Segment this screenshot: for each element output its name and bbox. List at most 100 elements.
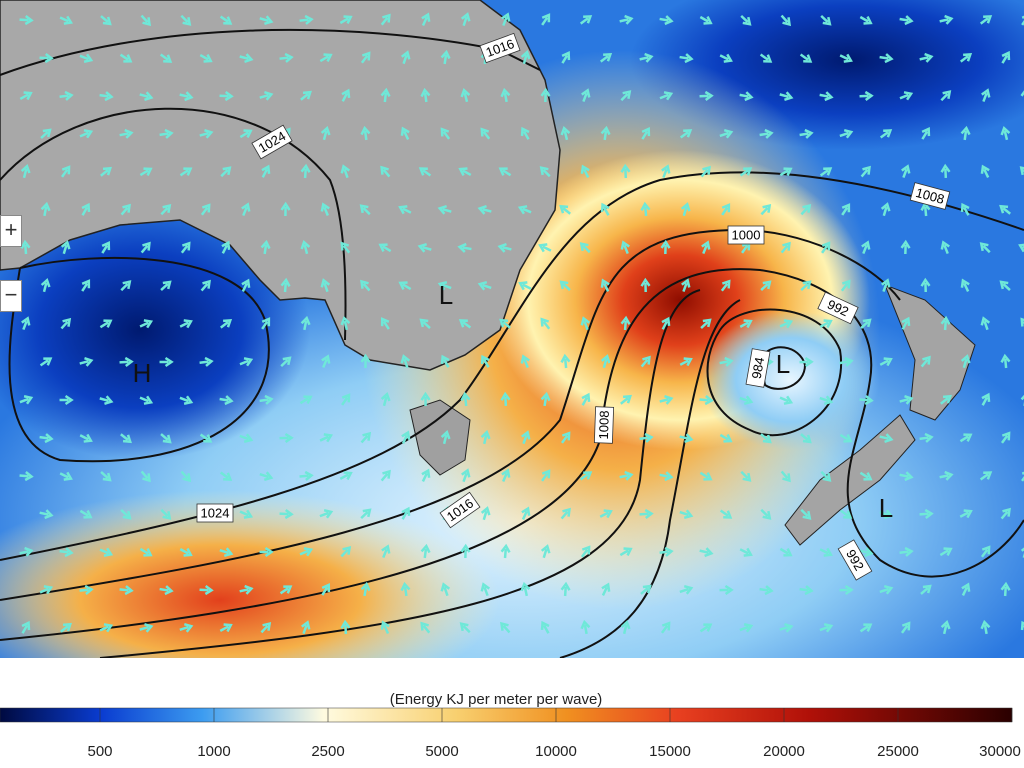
wind-arrow <box>99 547 114 557</box>
wind-arrow <box>19 471 34 482</box>
zoom-out-button[interactable]: − <box>0 280 22 312</box>
wind-arrow <box>299 470 314 481</box>
wind-arrow <box>279 585 293 595</box>
wind-arrow <box>498 167 512 177</box>
wind-arrow <box>239 509 254 519</box>
wind-arrow <box>620 240 630 255</box>
wind-arrow <box>400 581 411 597</box>
wind-arrow <box>819 547 833 557</box>
wind-arrow <box>981 88 991 103</box>
wind-arrow <box>641 126 651 140</box>
wind-arrow <box>959 53 973 63</box>
wind-arrow <box>501 12 511 27</box>
wind-arrow <box>879 129 893 139</box>
wind-arrow <box>500 543 511 559</box>
wind-arrow <box>440 127 451 140</box>
wind-arrow <box>940 240 950 255</box>
wind-arrow <box>500 621 511 634</box>
wind-arrow <box>899 15 914 26</box>
wind-arrow <box>1000 507 1011 520</box>
wind-arrow <box>418 167 432 177</box>
isobar-label: 1016 <box>479 32 521 64</box>
tasmania <box>409 399 471 476</box>
wind-arrow <box>881 278 891 293</box>
wind-arrow <box>199 433 213 443</box>
wind-arrow <box>540 544 551 559</box>
wind-arrow <box>160 433 172 444</box>
wind-arrow <box>300 240 311 255</box>
wind-arrow <box>901 164 911 179</box>
wind-arrow <box>119 53 133 63</box>
wind-arrow <box>600 202 610 216</box>
zoom-in-button[interactable]: + <box>0 215 22 247</box>
wind-arrow <box>600 278 610 292</box>
wind-arrow <box>899 546 914 557</box>
wind-arrow <box>220 318 233 329</box>
wind-arrow <box>899 91 914 101</box>
isobar-label-box <box>439 491 481 529</box>
wind-arrow <box>340 545 352 558</box>
wind-arrow <box>800 508 812 520</box>
wind-arrow <box>779 319 794 329</box>
wind-arrow <box>1000 125 1011 141</box>
wind-arrow <box>699 471 713 481</box>
wind-arrow <box>321 354 331 369</box>
wind-arrow <box>640 277 651 293</box>
wind-arrow <box>820 14 832 26</box>
isobar-label-box <box>745 348 771 388</box>
wind-arrow <box>299 547 314 557</box>
wind-arrow <box>739 623 754 633</box>
wind-arrow <box>679 357 693 367</box>
wind-arrow <box>260 239 271 255</box>
wind-arrow <box>380 391 391 407</box>
wind-arrow <box>619 14 634 25</box>
wind-arrow <box>540 317 551 330</box>
wind-arrow <box>259 90 274 101</box>
wind-arrow <box>518 281 532 291</box>
wind-arrow <box>460 543 471 559</box>
wind-arrow <box>1020 620 1024 634</box>
wind-arrow <box>819 91 834 102</box>
wind-arrow <box>398 281 412 291</box>
wind-arrow <box>699 623 713 633</box>
wind-arrow <box>921 126 931 140</box>
isobar-label-box <box>479 32 521 64</box>
colorbar-tick-label: 10000 <box>535 743 577 760</box>
wind-arrow <box>360 125 371 141</box>
wind-arrow <box>819 623 834 633</box>
wind-arrow <box>20 239 31 255</box>
wind-arrow <box>660 239 671 255</box>
wind-arrow <box>380 13 391 26</box>
wind-arrow <box>497 242 512 253</box>
wind-arrow <box>341 393 351 406</box>
wind-arrow <box>120 203 131 216</box>
wind-arrow <box>40 128 52 139</box>
wind-arrow <box>260 621 272 634</box>
wind-arrow <box>79 509 93 519</box>
wind-arrow <box>579 242 591 254</box>
wind-arrow <box>779 395 794 405</box>
wind-arrow <box>779 622 794 633</box>
wind-arrow <box>520 581 531 597</box>
wind-arrow <box>879 53 894 64</box>
wind-arrow <box>420 621 431 634</box>
wind-arrow <box>160 204 172 216</box>
wind-arrow <box>360 431 372 444</box>
wind-arrow <box>839 584 854 596</box>
wind-arrow <box>477 281 492 291</box>
wind-arrow <box>679 433 694 444</box>
wind-arrow <box>458 167 472 177</box>
wind-arrow <box>699 90 714 102</box>
wind-arrow <box>700 165 711 178</box>
wind-arrow <box>560 507 571 520</box>
wind-arrow <box>360 581 371 597</box>
wind-arrow <box>979 242 991 254</box>
wind-arrow <box>279 432 294 444</box>
wind-arrow <box>600 125 611 141</box>
wind-arrow <box>219 471 233 481</box>
wind-arrow <box>900 239 911 255</box>
pressure-centre: L <box>439 280 453 310</box>
wind-arrow <box>860 318 872 329</box>
wind-arrow <box>579 15 593 25</box>
wind-arrow <box>859 90 874 102</box>
